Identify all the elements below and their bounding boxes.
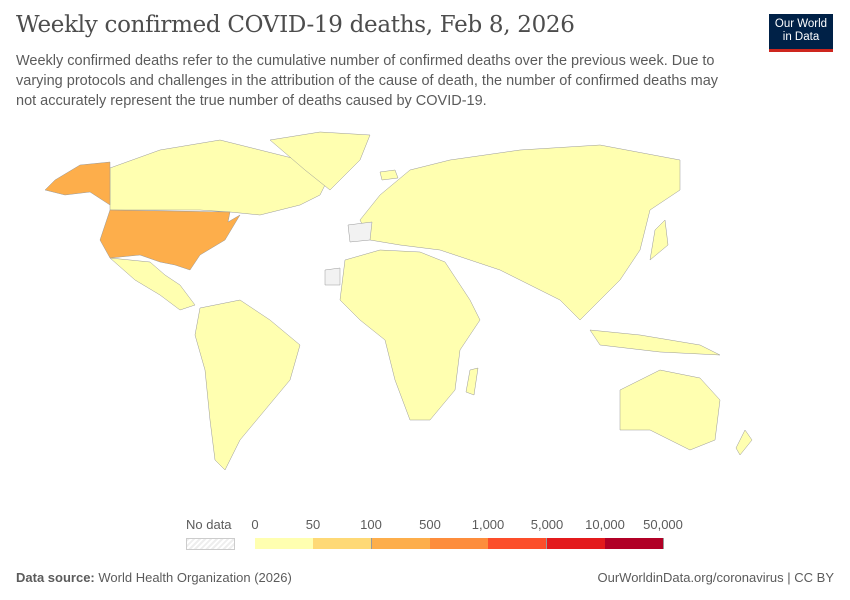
region-eurasia (359, 144, 681, 321)
legend-bin[interactable] (604, 538, 664, 549)
legend-bin[interactable] (488, 538, 548, 549)
legend-tick: 5,000 (530, 517, 564, 532)
footer-url[interactable]: OurWorldinData.org/coronavirus | CC BY (597, 570, 834, 585)
legend-tick: 0 (251, 517, 259, 532)
legend-no-data-swatch (186, 538, 235, 550)
chart-title: Weekly confirmed COVID-19 deaths, Feb 8,… (16, 12, 575, 38)
legend-tick: 10,000 (585, 517, 625, 532)
country-united-states (99, 209, 241, 271)
region-south-america (194, 299, 301, 471)
logo-line-2: in Data (782, 31, 820, 43)
legend-no-data-label: No data (186, 517, 232, 532)
legend-bin[interactable] (429, 538, 489, 549)
region-indonesia (589, 329, 721, 356)
legend-bin[interactable] (546, 538, 606, 549)
country-spain (347, 221, 373, 243)
country-japan (649, 219, 669, 261)
chart-subtitle: Weekly confirmed deaths refer to the cum… (16, 53, 719, 109)
legend-bin[interactable] (313, 538, 373, 549)
data-source-label: Data source: (16, 570, 95, 585)
world-map[interactable] (0, 120, 850, 510)
legend-tick: 100 (360, 517, 382, 532)
country-madagascar (465, 367, 479, 396)
country-western-sahara (324, 267, 341, 286)
country-new-zealand (735, 429, 753, 456)
logo-line-1: Our World (774, 18, 828, 30)
country-australia (619, 369, 721, 451)
legend-tick: 50 (305, 517, 321, 532)
legend: No data 0 50 100 500 1,000 5,000 10,000 … (0, 515, 850, 555)
legend-bin[interactable] (371, 538, 431, 549)
country-mexico (109, 257, 196, 311)
owid-logo[interactable]: Our World in Data (769, 14, 833, 52)
country-alaska (44, 161, 111, 206)
country-canada (109, 139, 331, 216)
legend-tick: 500 (419, 517, 441, 532)
country-greenland (269, 131, 371, 191)
legend-tick: 50,000 (643, 517, 683, 532)
country-iceland (379, 169, 399, 181)
region-africa (339, 249, 481, 421)
data-source-value[interactable]: World Health Organization (2026) (98, 570, 292, 585)
legend-tick: 1,000 (471, 517, 505, 532)
legend-bin[interactable] (255, 538, 314, 549)
data-source: Data source: World Health Organization (… (16, 570, 292, 585)
